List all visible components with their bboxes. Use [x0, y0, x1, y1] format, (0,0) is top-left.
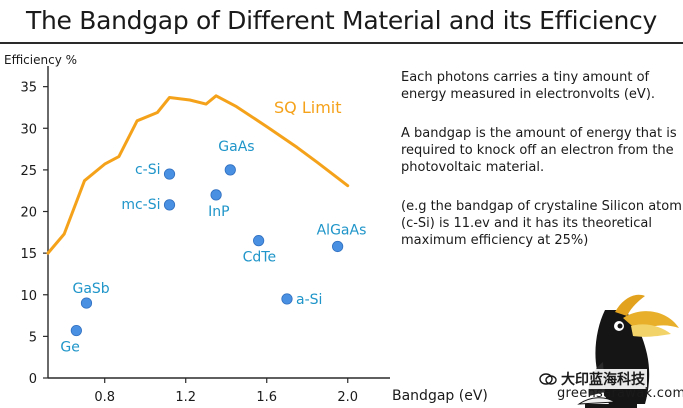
data-label-c-si: c-Si: [135, 162, 161, 178]
data-point-a-si: [281, 293, 293, 305]
wechat-icon: [539, 373, 557, 385]
title-underline: [0, 42, 683, 44]
y-axis-label: Efficiency %: [4, 53, 77, 67]
watermark-url: greensarawak.com: [557, 386, 683, 401]
sq-limit-label: SQ Limit: [274, 98, 342, 117]
data-point-gaas: [224, 164, 236, 176]
wechat-watermark: 大印蓝海科技: [537, 369, 647, 389]
data-point-ge: [70, 324, 82, 337]
data-point-inp: [210, 189, 222, 201]
data-point-c-si: [163, 168, 176, 180]
y-tick-label: 15: [20, 247, 37, 262]
x-tick-label: 0.8: [94, 390, 115, 405]
data-point-gasb: [80, 297, 93, 309]
material-points-group: c-Si GaAs mc-Si InP CdTe AlGaAs GaSb a-Si Ge: [60, 139, 366, 356]
data-label-cdte: CdTe: [243, 250, 276, 266]
data-label-gasb: GaSb: [72, 281, 109, 297]
info-paragraph-silicon-example: (e.g the bandgap of crystaline Silicon a…: [401, 199, 682, 248]
info-paragraph-bandgap-definition: A bandgap is the amount of energy that i…: [401, 126, 677, 175]
info-paragraph-photon-energy: Each photons carries a tiny amount of en…: [401, 70, 656, 102]
y-tick-label: 0: [29, 372, 37, 387]
sq-limit-curve-group: SQ Limit: [46, 94, 350, 255]
y-tick-label: 35: [20, 81, 37, 96]
data-label-mc-si: mc-Si: [121, 197, 160, 213]
data-point-algaas: [332, 240, 344, 253]
data-label-gaas: GaAs: [218, 139, 254, 155]
chart-title: The Bandgap of Different Material and it…: [26, 6, 657, 35]
data-point-mc-si: [163, 199, 176, 211]
y-tick-label: 20: [20, 206, 37, 221]
y-tick-label: 10: [20, 289, 37, 304]
chart-axes: Bandgap (eV) Efficiency %: [4, 53, 488, 404]
data-label-algaas: AlGaAs: [317, 222, 367, 238]
x-tick-label: 2.0: [337, 390, 358, 405]
y-tick-label: 30: [20, 122, 37, 137]
x-axis-label: Bandgap (eV): [392, 388, 488, 404]
chart-ticks: 0 5 10 15 20 25 30 35 0.8 1.2 1.6 2.0: [20, 81, 358, 405]
sq-limit-curve: [46, 94, 350, 255]
data-label-ge: Ge: [60, 340, 79, 356]
data-label-inp: InP: [208, 204, 229, 220]
y-tick-label: 25: [20, 164, 37, 179]
x-tick-label: 1.2: [175, 390, 196, 405]
data-label-a-si: a-Si: [296, 292, 322, 308]
watermark-handle-text: 大印蓝海科技: [561, 372, 645, 388]
y-tick-label: 5: [29, 330, 37, 345]
data-point-cdte: [253, 235, 265, 247]
x-tick-label: 1.6: [256, 390, 277, 405]
